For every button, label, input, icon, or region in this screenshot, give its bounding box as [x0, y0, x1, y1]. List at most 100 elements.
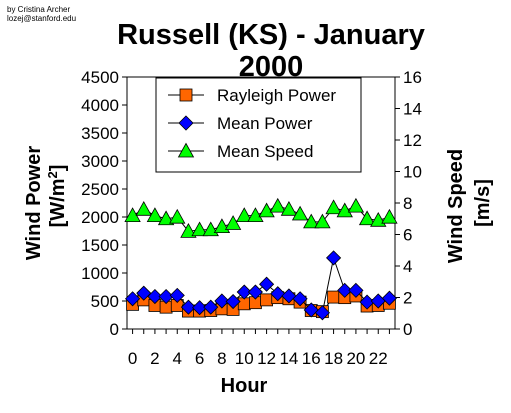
y-left-tick-label: 3000	[81, 152, 119, 171]
mean-power-point	[136, 285, 152, 301]
rayleigh-power-point	[327, 290, 340, 304]
credit-email: lozej@stanford.edu	[7, 14, 76, 23]
mean-power-point	[192, 300, 208, 316]
mean-speed-point	[303, 213, 320, 229]
mean-power-point	[247, 284, 263, 300]
y-left-tick-label: 4500	[81, 68, 119, 87]
x-tick-label: 20	[346, 349, 365, 368]
y-right-tick-label: 2	[403, 289, 412, 308]
credit-author: by Cristina Archer	[7, 5, 70, 14]
mean-speed-point	[347, 197, 365, 213]
x-tick-label: 4	[173, 349, 182, 368]
y-right-axis-label: Wind Speed	[445, 149, 467, 263]
y-right-axis-unit: [m/s]	[472, 179, 494, 227]
mean-power-point	[281, 288, 297, 304]
y-left-unit-text: [W/m	[47, 179, 69, 228]
legend: Rayleigh Power Mean Power Mean Speed	[155, 77, 362, 173]
y-right-tick-label: 10	[403, 163, 422, 182]
x-tick-label: 0	[128, 349, 137, 368]
mean-speed-point	[336, 202, 353, 218]
x-tick-label: 10	[235, 349, 254, 368]
mean-power-point	[203, 299, 219, 315]
mean-power-point	[337, 282, 353, 298]
series-layer	[124, 197, 398, 321]
mean-power-point	[292, 291, 308, 307]
y-right-tick-label: 6	[403, 226, 412, 245]
mean-power-point	[381, 290, 397, 306]
x-tick-label: 12	[257, 349, 276, 368]
mean-speed-point	[269, 197, 286, 213]
legend-label-rayleigh-power: Rayleigh Power	[217, 86, 336, 105]
legend-label-mean-power: Mean Power	[217, 114, 313, 133]
mean-speed-point	[258, 202, 275, 218]
x-tick-label: 2	[150, 349, 159, 368]
mean-speed-point	[180, 223, 197, 238]
x-tick-label: 6	[195, 349, 204, 368]
mean-speed-point	[146, 207, 164, 223]
left-axis: 0 500 1000 1500 2000 2500 3000 3500 4000 4500	[81, 68, 127, 339]
mean-power-point	[314, 305, 330, 321]
x-tick-label: 16	[302, 349, 321, 368]
y-right-tick-label: 8	[403, 194, 412, 213]
mean-power-point	[326, 250, 342, 266]
x-tick-label: 18	[324, 349, 343, 368]
y-left-tick-label: 500	[91, 292, 119, 311]
mean-speed-point	[291, 205, 309, 221]
y-left-tick-label: 2000	[81, 208, 119, 227]
y-left-tick-label: 0	[110, 320, 119, 339]
x-tick-label: 14	[279, 349, 298, 368]
x-tick-label: 22	[369, 349, 388, 368]
legend-marker-mean-power	[178, 115, 194, 131]
mean-power-point	[359, 294, 375, 310]
y-left-axis-unit: [W/m2]	[45, 165, 69, 228]
mean-speed-point	[325, 199, 342, 215]
y-left-unit-superscript: 2	[45, 171, 60, 178]
y-right-tick-label: 4	[403, 257, 412, 276]
y-left-tick-label: 1000	[81, 264, 119, 283]
legend-items: Rayleigh Power Mean Power Mean Speed	[168, 86, 336, 161]
y-right-tick-label: 16	[403, 68, 422, 87]
mean-power-point	[303, 302, 319, 318]
y-left-tick-label: 4000	[81, 96, 119, 115]
mean-power-point	[225, 293, 241, 310]
mean-speed-point	[358, 210, 376, 226]
mean-speed-point	[224, 215, 242, 230]
mean-speed-point	[135, 200, 152, 216]
mean-speed-point	[157, 210, 175, 226]
mean-speed-point	[236, 207, 253, 223]
mean-power-point	[259, 276, 275, 292]
mean-speed-point	[191, 221, 208, 237]
x-axis-label: Hour	[221, 375, 268, 397]
mean-power-point	[125, 291, 141, 307]
mean-speed-point	[314, 213, 331, 229]
mean-power-point	[270, 286, 286, 302]
x-tick-label: 8	[217, 349, 226, 368]
mean-speed-point	[169, 208, 186, 224]
y-left-axis-label: Wind Power	[23, 146, 45, 260]
mean-power-point	[348, 282, 364, 298]
mean-speed-point	[381, 208, 398, 224]
mean-power-point	[158, 288, 174, 305]
chart-title: Russell (KS) - January	[117, 19, 425, 51]
mean-power-point	[236, 284, 252, 300]
mean-speed-point	[247, 207, 264, 223]
y-right-tick-label: 0	[403, 320, 412, 339]
legend-marker-rayleigh-power	[179, 88, 193, 102]
y-left-tick-label: 3500	[81, 124, 119, 143]
legend-marker-mean-speed	[177, 142, 195, 158]
mean-power-point	[169, 287, 185, 303]
y-left-tick-label: 2500	[81, 180, 119, 199]
mean-power-point	[147, 288, 163, 305]
x-axis: 0 2 4 6 8 10 12 14 16 18 20 22	[128, 329, 390, 368]
rayleigh-power-point	[260, 293, 273, 307]
right-axis: 0 2 4 6 8 10 12 14 16	[395, 68, 422, 339]
y-right-tick-label: 14	[403, 100, 422, 119]
mean-power-point	[214, 293, 230, 309]
legend-label-mean-speed: Mean Speed	[217, 142, 313, 161]
mean-power-point	[180, 299, 196, 315]
y-left-unit-end: ]	[47, 165, 69, 172]
y-left-tick-label: 1500	[81, 236, 119, 255]
mean-speed-point	[280, 200, 298, 216]
